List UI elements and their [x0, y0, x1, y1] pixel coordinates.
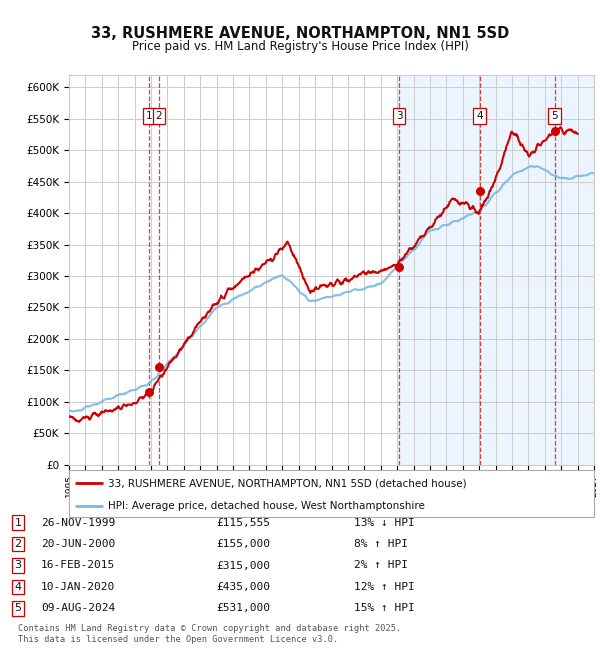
- Bar: [397, 75, 594, 465]
- Text: £155,000: £155,000: [216, 539, 270, 549]
- Text: 12% ↑ HPI: 12% ↑ HPI: [354, 582, 415, 592]
- Text: 16-FEB-2015: 16-FEB-2015: [41, 560, 115, 571]
- Text: 3: 3: [396, 111, 403, 121]
- Text: HPI: Average price, detached house, West Northamptonshire: HPI: Average price, detached house, West…: [109, 501, 425, 512]
- Text: 2: 2: [14, 539, 22, 549]
- Text: 4: 4: [14, 582, 22, 592]
- Text: 10-JAN-2020: 10-JAN-2020: [41, 582, 115, 592]
- Text: £315,000: £315,000: [216, 560, 270, 571]
- Text: 1: 1: [146, 111, 153, 121]
- Text: 13% ↓ HPI: 13% ↓ HPI: [354, 517, 415, 528]
- Text: 09-AUG-2024: 09-AUG-2024: [41, 603, 115, 614]
- Text: 33, RUSHMERE AVENUE, NORTHAMPTON, NN1 5SD (detached house): 33, RUSHMERE AVENUE, NORTHAMPTON, NN1 5S…: [109, 478, 467, 488]
- Text: Contains HM Land Registry data © Crown copyright and database right 2025.
This d: Contains HM Land Registry data © Crown c…: [18, 624, 401, 644]
- Text: £115,555: £115,555: [216, 517, 270, 528]
- Text: £531,000: £531,000: [216, 603, 270, 614]
- Text: 8% ↑ HPI: 8% ↑ HPI: [354, 539, 408, 549]
- Text: 15% ↑ HPI: 15% ↑ HPI: [354, 603, 415, 614]
- Text: 26-NOV-1999: 26-NOV-1999: [41, 517, 115, 528]
- Text: 2: 2: [155, 111, 162, 121]
- Text: 2% ↑ HPI: 2% ↑ HPI: [354, 560, 408, 571]
- Text: £435,000: £435,000: [216, 582, 270, 592]
- Text: 1: 1: [14, 517, 22, 528]
- Text: 5: 5: [14, 603, 22, 614]
- Text: 4: 4: [476, 111, 483, 121]
- Text: 3: 3: [14, 560, 22, 571]
- Text: 5: 5: [551, 111, 558, 121]
- Text: 20-JUN-2000: 20-JUN-2000: [41, 539, 115, 549]
- Text: Price paid vs. HM Land Registry's House Price Index (HPI): Price paid vs. HM Land Registry's House …: [131, 40, 469, 53]
- Text: 33, RUSHMERE AVENUE, NORTHAMPTON, NN1 5SD: 33, RUSHMERE AVENUE, NORTHAMPTON, NN1 5S…: [91, 26, 509, 41]
